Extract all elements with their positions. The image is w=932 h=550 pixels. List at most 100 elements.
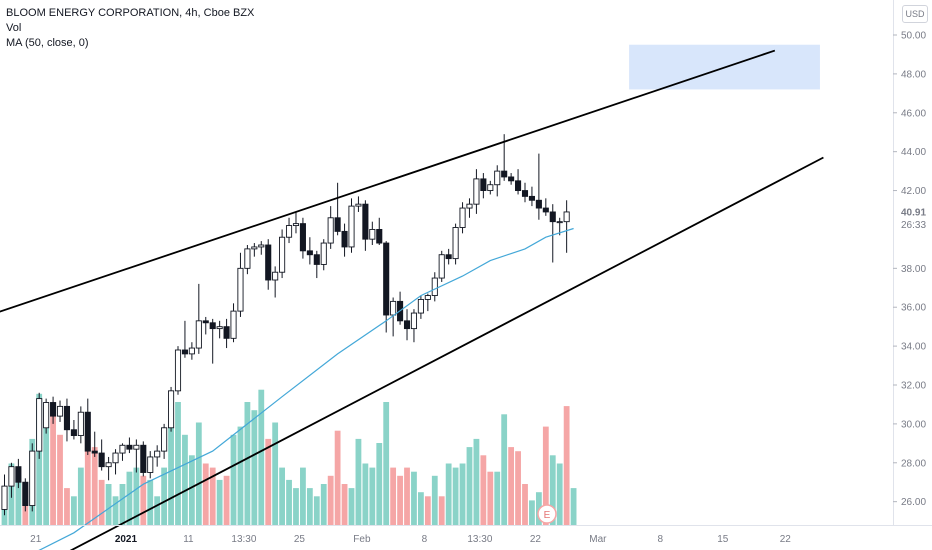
candle[interactable] xyxy=(105,456,112,481)
candle[interactable] xyxy=(84,398,91,455)
candle[interactable] xyxy=(424,293,431,312)
candle[interactable] xyxy=(22,478,29,512)
candle[interactable] xyxy=(508,173,515,185)
candle[interactable] xyxy=(473,169,480,214)
candle[interactable] xyxy=(299,217,306,259)
candle[interactable] xyxy=(50,396,57,424)
candle[interactable] xyxy=(63,398,71,442)
candle[interactable] xyxy=(431,272,438,302)
candle[interactable] xyxy=(216,320,223,339)
candle[interactable] xyxy=(244,245,251,275)
volume-bar xyxy=(424,496,431,525)
candle[interactable] xyxy=(521,182,529,203)
candle-body xyxy=(174,349,182,392)
candle[interactable] xyxy=(313,250,320,279)
candle[interactable] xyxy=(209,318,216,364)
candle[interactable] xyxy=(459,202,466,234)
candle-body xyxy=(390,300,397,316)
candle[interactable] xyxy=(8,462,15,498)
candle[interactable] xyxy=(112,449,119,475)
upper-trendline[interactable] xyxy=(0,49,776,352)
candle[interactable] xyxy=(515,169,522,195)
candle[interactable] xyxy=(258,241,265,255)
candle[interactable] xyxy=(77,406,84,444)
candle[interactable] xyxy=(133,439,140,473)
candle[interactable] xyxy=(272,266,279,298)
lower-trendline[interactable] xyxy=(60,156,824,550)
candle[interactable] xyxy=(306,237,313,265)
volume-bar xyxy=(397,475,403,525)
time-tick-label: Feb xyxy=(353,534,371,545)
candle[interactable] xyxy=(480,173,487,199)
candle[interactable] xyxy=(140,441,147,477)
candle[interactable] xyxy=(147,451,154,479)
candle[interactable] xyxy=(15,458,22,489)
candle[interactable] xyxy=(279,229,286,279)
candle-body xyxy=(188,347,195,355)
candle[interactable] xyxy=(43,398,50,434)
candle[interactable] xyxy=(119,443,126,461)
candle[interactable] xyxy=(251,243,258,257)
candle[interactable] xyxy=(494,165,501,197)
candle[interactable] xyxy=(327,206,334,249)
candle[interactable] xyxy=(383,241,390,333)
candle[interactable] xyxy=(535,153,542,220)
candle[interactable] xyxy=(202,316,209,335)
candle[interactable] xyxy=(98,439,105,471)
candle[interactable] xyxy=(320,239,327,271)
candle[interactable] xyxy=(292,211,300,234)
candle[interactable] xyxy=(223,318,230,349)
candle[interactable] xyxy=(237,252,244,317)
candle[interactable] xyxy=(438,250,445,282)
time-axis: 21 2021 11 13:30 25 Feb 8 13:30 22 Mar 8 15 22 xyxy=(30,534,791,545)
candle[interactable] xyxy=(56,400,64,422)
candle[interactable] xyxy=(466,198,473,218)
candle[interactable] xyxy=(341,223,348,257)
candle[interactable] xyxy=(91,431,98,457)
candle[interactable] xyxy=(452,223,459,265)
candle[interactable] xyxy=(174,346,182,395)
candle[interactable] xyxy=(265,239,272,290)
candle[interactable] xyxy=(161,423,168,459)
candle[interactable] xyxy=(362,200,369,251)
symbol-title[interactable]: BLOOM ENERGY CORPORATION, 4h, Cboe BZX xyxy=(6,7,255,19)
candle[interactable] xyxy=(542,198,549,216)
volume-indicator-label[interactable]: Vol xyxy=(6,22,22,34)
candle[interactable] xyxy=(417,295,424,319)
candle[interactable] xyxy=(1,474,8,516)
candle[interactable] xyxy=(29,443,36,512)
volume-bar xyxy=(327,475,334,525)
candle[interactable] xyxy=(563,200,570,253)
volume-bar xyxy=(501,414,508,525)
candle[interactable] xyxy=(528,186,535,207)
earnings-marker[interactable]: E xyxy=(537,504,557,524)
candle[interactable] xyxy=(126,437,133,454)
candle[interactable] xyxy=(181,320,188,358)
candle[interactable] xyxy=(403,309,411,341)
candle[interactable] xyxy=(390,297,397,337)
candle[interactable] xyxy=(70,420,77,440)
candle[interactable] xyxy=(188,342,195,360)
price-tick-label: 50.00 xyxy=(901,31,926,42)
time-tick-label: 22 xyxy=(530,534,542,545)
currency-button[interactable]: USD xyxy=(902,5,928,23)
candle[interactable] xyxy=(487,180,494,195)
candle[interactable] xyxy=(410,309,418,343)
candle[interactable] xyxy=(230,303,237,343)
candle[interactable] xyxy=(195,283,202,354)
candle[interactable] xyxy=(285,217,293,244)
candle[interactable] xyxy=(355,196,362,212)
candle[interactable] xyxy=(36,392,43,459)
candle[interactable] xyxy=(369,221,376,245)
candle[interactable] xyxy=(168,386,175,432)
candle[interactable] xyxy=(376,217,383,245)
candle[interactable] xyxy=(154,445,161,467)
candle-body xyxy=(36,398,43,452)
candle[interactable] xyxy=(445,248,452,265)
candle[interactable] xyxy=(549,204,556,263)
candle-body xyxy=(22,481,29,507)
candle[interactable] xyxy=(348,198,355,253)
candle[interactable] xyxy=(334,182,341,236)
ma-indicator-label[interactable]: MA (50, close, 0) xyxy=(6,37,89,49)
